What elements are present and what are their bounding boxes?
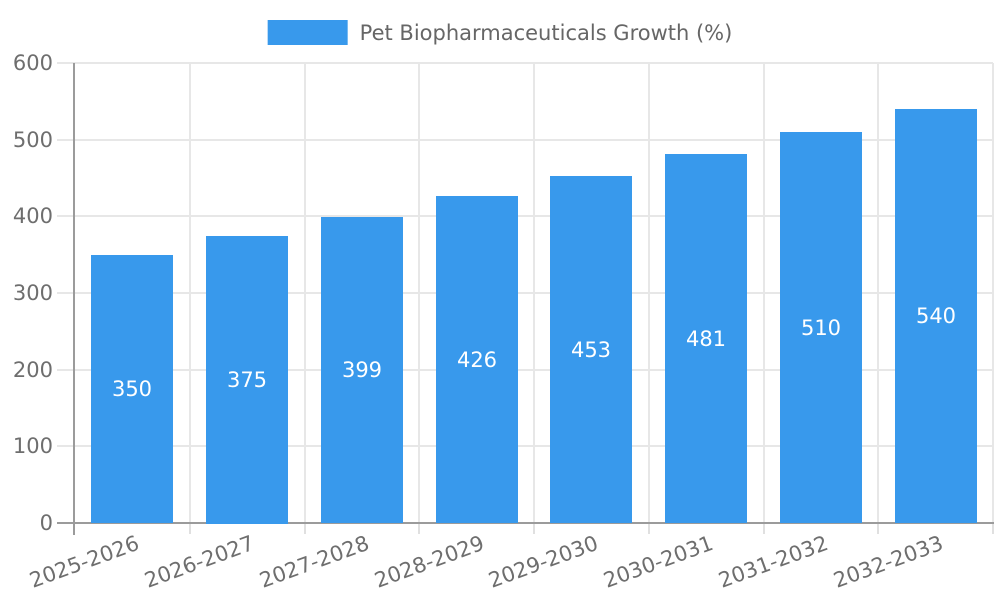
y-tick-label: 200 bbox=[12, 357, 53, 382]
h-gridline bbox=[57, 292, 993, 294]
y-tick-label: 600 bbox=[12, 51, 53, 75]
y-tick-label: 400 bbox=[12, 204, 53, 229]
bar-2027-2028: 399 bbox=[321, 217, 403, 523]
bar-value-label: 399 bbox=[341, 358, 383, 382]
v-gridline bbox=[533, 63, 535, 523]
bar-2025-2026: 350 bbox=[91, 255, 173, 523]
y-tick-label: 0 bbox=[39, 511, 53, 535]
h-gridline bbox=[57, 445, 993, 448]
legend-item[interactable]: Pet Biopharmaceuticals Growth (%) bbox=[267, 20, 733, 45]
h-gridline bbox=[57, 368, 993, 371]
x-axis-tick-mark bbox=[418, 523, 421, 534]
bar-value-label: 426 bbox=[456, 347, 498, 372]
bar-2028-2029: 426 bbox=[436, 196, 518, 523]
x-axis-tick-mark bbox=[762, 523, 765, 534]
bar-value-label: 510 bbox=[800, 315, 842, 340]
bar-2032-2033: 540 bbox=[895, 109, 977, 523]
bar-value-label: 453 bbox=[570, 337, 612, 362]
v-gridline bbox=[992, 63, 994, 523]
x-axis-tick-mark bbox=[188, 523, 191, 534]
h-gridline bbox=[57, 215, 993, 218]
bar-value-label: 350 bbox=[111, 377, 153, 401]
h-gridline bbox=[57, 62, 993, 64]
bar-2026-2027: 375 bbox=[206, 236, 288, 524]
y-tick-label: 300 bbox=[12, 281, 53, 305]
bar-value-label: 540 bbox=[915, 304, 957, 328]
v-gridline bbox=[877, 63, 880, 523]
x-axis-tick-mark bbox=[877, 523, 880, 534]
bar-value-label: 375 bbox=[226, 368, 268, 392]
y-tick-label: 100 bbox=[12, 434, 53, 459]
v-gridline bbox=[418, 63, 421, 523]
x-axis-tick-mark bbox=[992, 523, 994, 534]
bar-value-label: 481 bbox=[685, 326, 727, 351]
x-axis-tick-mark bbox=[303, 523, 306, 534]
bar-2031-2032: 510 bbox=[780, 132, 862, 523]
x-axis-line bbox=[57, 522, 994, 524]
bar-2030-2031: 481 bbox=[665, 154, 747, 523]
v-gridline bbox=[762, 63, 765, 523]
x-axis-tick-mark bbox=[533, 523, 535, 534]
v-gridline bbox=[188, 63, 191, 523]
h-gridline bbox=[57, 138, 993, 141]
x-axis-tick-mark bbox=[647, 523, 650, 534]
y-axis-line bbox=[73, 63, 75, 535]
legend-label: Pet Biopharmaceuticals Growth (%) bbox=[359, 20, 733, 45]
legend-swatch bbox=[267, 20, 348, 45]
v-gridline bbox=[303, 63, 306, 523]
bar-2029-2030: 453 bbox=[550, 176, 632, 523]
v-gridline bbox=[647, 63, 650, 523]
y-tick-label: 500 bbox=[12, 127, 53, 152]
